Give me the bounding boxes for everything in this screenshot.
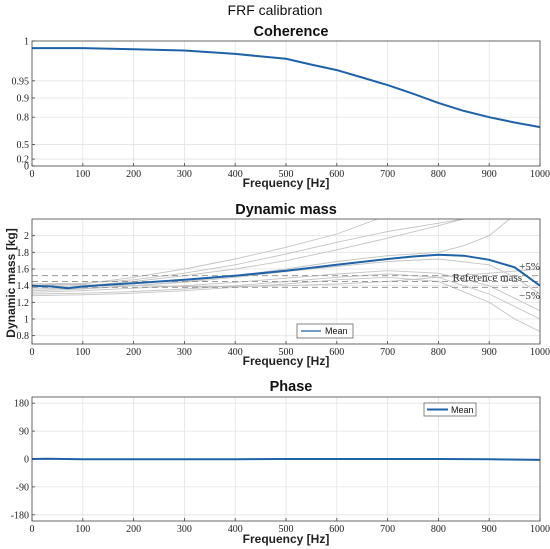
phase-xtick-label: 600 [329,524,344,535]
phase-legend-label: Mean [451,405,474,415]
coherence-ytick-label: 1 [24,37,29,48]
dynamic-mass-legend: Mean [296,323,354,339]
dynamic-mass-ytick-label: 1.4 [17,281,30,292]
phase-xtick-label: 0 [30,524,35,535]
phase-ytick-label: 180 [14,399,29,410]
phase-xtick-label: 800 [431,524,446,535]
phase-mean-line [31,457,541,461]
coherence-ytick-label: 0.2 [17,155,30,166]
plus-5-percent-label: +5% [519,261,540,273]
reference-mass-label: Reference mass [453,272,522,284]
coherence-xtick-label: 200 [126,169,141,180]
coherence-xtick-label: 700 [380,169,395,180]
phase-xtick-label: 400 [228,524,243,535]
coherence-ytick-label: 0.8 [17,113,30,124]
dynamic-mass-mean-line [32,253,540,290]
dynamic-mass-ytick-label: 1.8 [17,248,30,259]
coherence-xlabel: Frequency [Hz] [243,176,330,190]
dynamic-mass-xtick-label: 200 [126,347,141,358]
coherence-xtick-label: 100 [75,169,90,180]
coherence-ytick-label: 0 [24,162,29,173]
coherence-panel: Coherence Frequency [Hz] 0 100 200 300 400 50… [12,24,550,190]
phase-xtick-label: 200 [126,524,141,535]
dynamic-mass-ylabel: Dynamic mass [kg] [4,228,18,337]
dynamic-mass-xtick-label: 0 [30,347,35,358]
dynamic-mass-individual-trace [32,219,378,287]
dynamic-mass-xtick-label: 400 [228,347,243,358]
dynamic-mass-panel: Dynamic mass Frequency [Hz] Dynamic mass… [4,202,550,368]
coherence-ytick-label: 0.95 [12,76,30,87]
dynamic-mass-xlabel: Frequency [Hz] [243,354,330,368]
figure-title: FRF calibration [228,2,323,18]
phase-xtick-label: 100 [75,524,90,535]
phase-ytick-label: -180 [11,510,29,521]
dynamic-mass-individual-trace [32,276,540,332]
dynamic-mass-ytick-label: 1.6 [17,265,30,276]
phase-xtick-label: 300 [177,524,192,535]
dynamic-mass-xtick-label: 100 [75,347,90,358]
phase-legend: Mean [423,402,477,417]
coherence-xtick-label: 600 [329,169,344,180]
coherence-xtick-label: 400 [228,169,243,180]
dynamic-mass-ytick-label: 0.8 [17,331,30,342]
coherence-xtick-label: 1000 [530,169,550,180]
phase-ytick-label: 90 [19,427,29,438]
phase-xlabel: Frequency [Hz] [243,532,330,546]
coherence-ytick-label: 0.5 [17,140,30,151]
minus-5-percent-label: −5% [519,290,540,302]
dynamic-mass-ytick-label: 1 [24,315,29,326]
phase-panel: Phase Frequency [Hz] 0 100 200 300 400 500 600… [11,379,550,546]
coherence-line [32,47,541,129]
dynamic-mass-xtick-label: 600 [329,347,344,358]
dynamic-mass-xtick-label: 900 [482,347,497,358]
dynamic-mass-title: Dynamic mass [235,202,337,218]
dynamic-mass-individual-trace [32,273,540,320]
dynamic-mass-ytick-label: 2 [24,231,29,242]
coherence-xtick-label: 900 [482,169,497,180]
phase-title: Phase [270,379,313,395]
dynamic-mass-xtick-label: 1000 [530,347,550,358]
coherence-xtick-label: 500 [279,169,294,180]
dynamic-mass-xtick-label: 500 [279,347,294,358]
dynamic-mass-ytick-label: 1.2 [17,298,30,309]
coherence-ytick-label: 0.9 [17,93,30,104]
dynamic-mass-legend-label: Mean [325,326,348,336]
phase-ytick-label: -90 [16,482,29,493]
dynamic-mass-xtick-label: 300 [177,347,192,358]
phase-xtick-label: 900 [482,524,497,535]
phase-xtick-label: 1000 [530,524,550,535]
phase-xtick-label: 700 [380,524,395,535]
phase-ytick-label: 0 [24,455,29,466]
phase-xtick-label: 500 [279,524,294,535]
dynamic-mass-individual-trace [32,219,464,288]
coherence-xtick-label: 300 [177,169,192,180]
dynamic-mass-plot-area [32,219,540,332]
coherence-xtick-label: 0 [30,169,35,180]
coherence-title: Coherence [254,24,329,40]
dynamic-mass-xtick-label: 700 [380,347,395,358]
dynamic-mass-xtick-label: 800 [431,347,446,358]
dynamic-mass-individual-trace [32,219,466,285]
coherence-xtick-label: 800 [431,169,446,180]
dynamic-mass-individual-trace [32,219,510,292]
